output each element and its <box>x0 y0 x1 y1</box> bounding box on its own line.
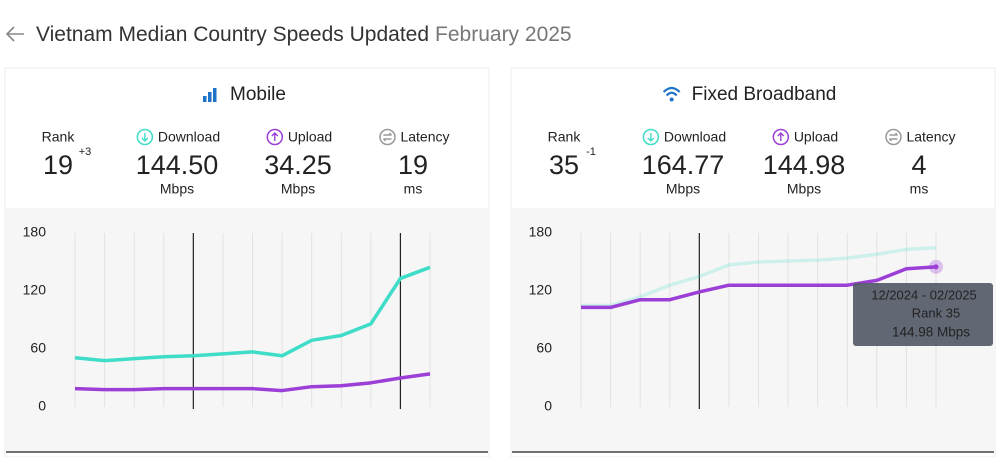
series-line <box>581 265 937 310</box>
page-title: Vietnam Median Country Speeds Updated Feb… <box>36 23 572 46</box>
stat-label: Latency <box>906 129 955 145</box>
stat-label: Latency <box>400 129 449 145</box>
tooltip-period: 12/2024 - 02/2025 <box>871 287 977 302</box>
stat-value: 35 <box>549 150 579 180</box>
stat-label: Download <box>664 129 726 145</box>
stat-icon <box>379 128 396 146</box>
stat-label: Download <box>158 129 220 145</box>
stat-value: 144.98 <box>763 150 846 180</box>
tooltip-value: 144.98 Mbps <box>892 325 970 340</box>
stat-value: 144.50 <box>136 150 219 180</box>
tooltip <box>853 283 993 346</box>
y-tick-label: 180 <box>529 224 553 240</box>
panel-title: Mobile <box>230 84 286 105</box>
tooltip-rank: Rank 35 <box>912 305 960 320</box>
stat-label: Rank <box>548 129 582 145</box>
date: February 2025 <box>435 23 572 46</box>
y-tick-label: 180 <box>23 224 47 240</box>
stat-value: 34.25 <box>264 150 332 180</box>
y-tick-label: 60 <box>30 340 46 356</box>
wifi-icon <box>662 86 681 97</box>
y-tick-label: 0 <box>38 398 46 414</box>
wifi-icon <box>669 97 674 102</box>
stat-icon-glyph <box>647 133 655 142</box>
stat-icon <box>772 128 790 146</box>
stat-icon <box>266 128 284 146</box>
title: Vietnam Median Country Speeds Updated <box>36 23 429 46</box>
stat-unit: Mbps <box>281 181 315 197</box>
stat-icon <box>885 128 902 146</box>
signal-icon <box>213 88 217 102</box>
stat-label: Upload <box>288 129 332 145</box>
stat-value: 4 <box>911 150 926 180</box>
y-tick-label: 0 <box>544 398 552 414</box>
stat-icon-glyph <box>271 132 279 141</box>
chart-area <box>6 208 488 452</box>
stat-unit: Mbps <box>160 181 194 197</box>
stat-icon-glyph <box>382 132 392 142</box>
stat-unit: Mbps <box>787 181 821 197</box>
stat-unit: ms <box>404 181 423 197</box>
hover-dot <box>933 264 939 270</box>
stat-icon-glyph <box>141 133 149 142</box>
stat-label: Rank <box>42 129 76 145</box>
stat-unit: ms <box>910 181 929 197</box>
series-line <box>74 372 431 393</box>
stat-icon <box>136 128 154 146</box>
stat-label: Upload <box>794 129 838 145</box>
signal-icon <box>203 96 207 102</box>
stat-unit: Mbps <box>666 181 700 197</box>
stat-value: 19 <box>43 150 73 180</box>
y-tick-label: 60 <box>536 340 552 356</box>
stat-icon <box>642 128 660 146</box>
stat-value: 19 <box>398 150 428 180</box>
stat-value: 164.77 <box>642 150 725 180</box>
panel-title: Fixed Broadband <box>692 84 837 105</box>
back-arrow[interactable] <box>5 26 24 42</box>
y-tick-label: 120 <box>529 282 553 298</box>
rank-change: +3 <box>79 146 92 158</box>
signal-icon <box>208 92 212 102</box>
y-tick-label: 120 <box>23 282 47 298</box>
stat-icon-glyph <box>777 132 785 141</box>
rank-change: -1 <box>586 146 596 158</box>
series-line <box>581 245 937 308</box>
stat-icon-glyph <box>888 132 898 142</box>
series-line <box>74 265 431 363</box>
